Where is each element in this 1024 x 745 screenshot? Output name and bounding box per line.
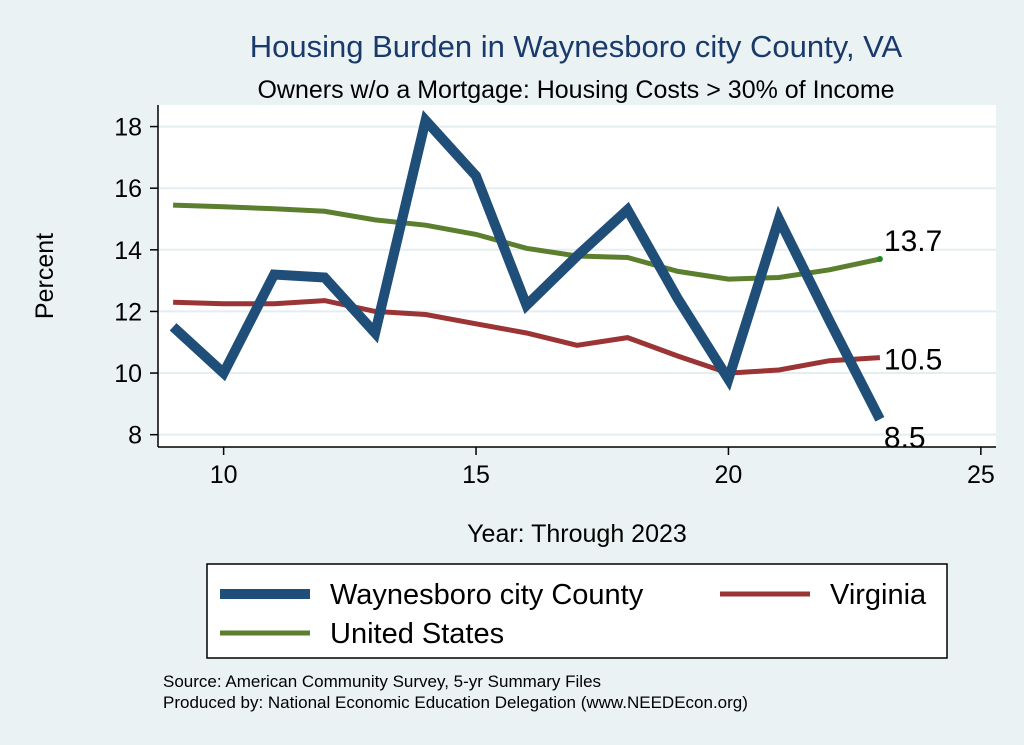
end-label-virginia: 10.5	[884, 344, 942, 377]
chart-subtitle: Owners w/o a Mortgage: Housing Costs > 3…	[257, 76, 894, 104]
x-tick-label-25: 25	[967, 461, 995, 489]
y-tick-label-10: 10	[114, 360, 142, 388]
source-note: Source: American Community Survey, 5-yr …	[163, 672, 601, 691]
x-tick-label-10: 10	[210, 461, 238, 489]
end-label-waynesboro-city-county: 8.5	[884, 421, 926, 454]
y-tick-label-12: 12	[114, 298, 142, 326]
end-labels: 10.5 13.7 8.5	[884, 225, 942, 454]
x-tick-label-15: 15	[462, 461, 490, 489]
y-tick-label-8: 8	[128, 422, 142, 450]
end-label-united-states: 13.7	[884, 225, 942, 258]
legend-label-virginia: Virginia	[830, 579, 927, 611]
axes: 8 10 12 14 16 18 10 15 20 25	[114, 105, 996, 489]
y-tick-label-18: 18	[114, 114, 142, 142]
y-axis-label: Percent	[31, 233, 59, 319]
y-tick-label-16: 16	[114, 175, 142, 203]
legend-label-united-states: United States	[330, 618, 504, 650]
chart-title: Housing Burden in Waynesboro city County…	[250, 29, 903, 64]
series-line-waynesboro-city-county	[169, 110, 885, 422]
x-tick-label-20: 20	[715, 461, 743, 489]
legend-box	[206, 563, 948, 659]
series-line-virginia	[173, 298, 881, 376]
producer-note: Produced by: National Economic Education…	[163, 693, 748, 712]
legend: Waynesboro city County Virginia United S…	[206, 563, 948, 659]
legend-label-waynesboro: Waynesboro city County	[330, 579, 644, 611]
x-axis-label: Year: Through 2023	[467, 520, 687, 548]
series-layer	[169, 110, 885, 422]
y-tick-label-14: 14	[114, 237, 142, 265]
series-end-point-united-states	[876, 256, 883, 263]
